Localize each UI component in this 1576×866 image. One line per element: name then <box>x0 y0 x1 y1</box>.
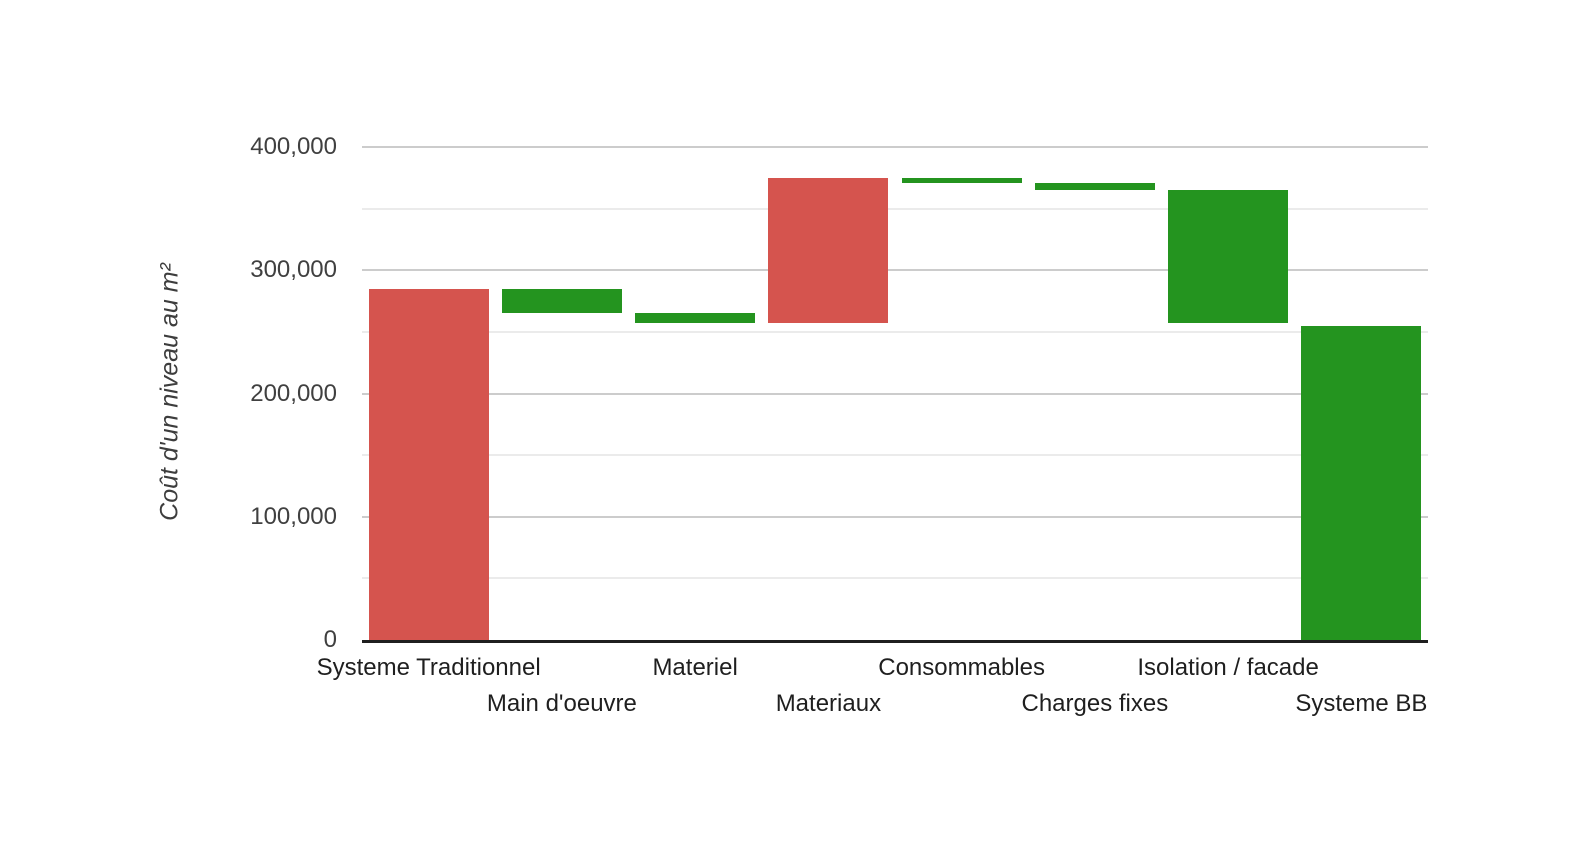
waterfall-bar-decrease[interactable] <box>1034 182 1155 191</box>
major-gridline <box>362 515 1428 518</box>
y-tick-label: 100,000 <box>250 502 337 530</box>
y-tick-label: 300,000 <box>250 256 337 284</box>
waterfall-bar-decrease[interactable] <box>901 177 1022 183</box>
x-category-label: Systeme Traditionnel <box>316 654 541 681</box>
minor-gridline <box>362 454 1428 457</box>
waterfall-bar-decrease[interactable] <box>635 313 756 324</box>
y-tick-label: 0 <box>323 626 337 653</box>
waterfall-bar-decrease[interactable] <box>1168 190 1289 324</box>
x-category-label: Isolation / facade <box>1137 654 1319 681</box>
minor-gridline <box>362 207 1428 210</box>
y-tick-label: 200,000 <box>250 379 337 407</box>
x-category-label: Materiel <box>652 654 738 681</box>
major-gridline <box>362 269 1428 272</box>
x-category-label: Systeme BB <box>1295 690 1428 717</box>
major-gridline <box>362 146 1428 148</box>
y-tick-label: 400,000 <box>250 133 337 160</box>
x-category-label: Main d'oeuvre <box>486 690 637 717</box>
waterfall-bar-decrease[interactable] <box>501 288 622 314</box>
x-category-label: Charges fixes <box>1021 690 1169 717</box>
waterfall-bar-total[interactable] <box>368 288 489 640</box>
x-category-label: Consommables <box>878 654 1045 681</box>
x-category-label: Materiaux <box>775 690 882 717</box>
waterfall-bar-increase[interactable] <box>768 177 889 324</box>
plot-area <box>362 146 1428 643</box>
minor-gridline <box>362 330 1428 333</box>
waterfall-bar-total[interactable] <box>1301 325 1422 640</box>
minor-gridline <box>362 577 1428 580</box>
major-gridline <box>362 392 1428 395</box>
